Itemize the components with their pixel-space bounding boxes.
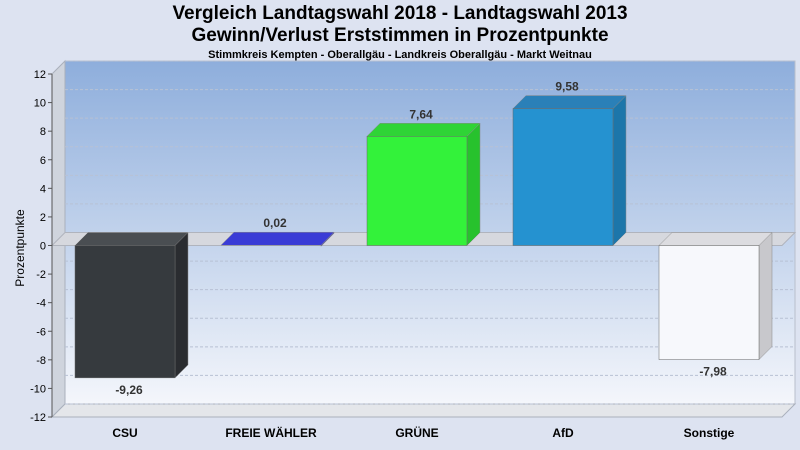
- y-tick-label: -12: [30, 412, 46, 424]
- bar-top: [512, 95, 627, 109]
- y-tick-label: 4: [40, 183, 46, 195]
- plot-floor: [50, 403, 797, 418]
- bar-top: [658, 232, 773, 246]
- bar: [658, 245, 760, 360]
- y-tick-label: 6: [40, 155, 46, 167]
- chart-title-block: Vergleich Landtagswahl 2018 - Landtagswa…: [0, 3, 800, 61]
- y-tick-label: 10: [34, 98, 46, 110]
- bar-top: [74, 232, 189, 246]
- x-tick-label: GRÜNE: [395, 425, 438, 440]
- bar-top: [220, 231, 335, 246]
- bar-value-label: 7,64: [409, 107, 433, 121]
- bar: [74, 245, 176, 379]
- bar-top: [366, 123, 481, 137]
- y-tick-label: -6: [36, 326, 46, 338]
- bar-value-label: -9,26: [115, 383, 143, 397]
- bar-side: [612, 94, 627, 247]
- y-tick-label: -10: [30, 383, 46, 395]
- y-tick-label: -2: [36, 269, 46, 281]
- y-tick-label: 0: [40, 241, 46, 253]
- y-tick-label: -8: [36, 355, 46, 367]
- y-tick-label: 12: [34, 69, 46, 81]
- bar-value-label: -7,98: [699, 365, 727, 379]
- x-tick-label: FREIE WÄHLER: [225, 425, 317, 440]
- y-tick-label: 2: [40, 212, 46, 224]
- bar-side: [758, 231, 773, 361]
- bar-value-label: 9,58: [555, 80, 579, 94]
- bar-side: [466, 122, 481, 247]
- x-tick-label: Sonstige: [684, 426, 735, 440]
- chart-title-line2: Gewinn/Verlust Erststimmen in Prozentpun…: [191, 25, 609, 46]
- y-tick-label: -4: [36, 298, 46, 310]
- y-tick-label: 8: [40, 126, 46, 138]
- chart-title: Vergleich Landtagswahl 2018 - Landtagswa…: [172, 3, 628, 24]
- bar: [366, 136, 468, 246]
- bar: [512, 108, 614, 246]
- x-tick-label: CSU: [112, 426, 137, 440]
- x-tick-label: AfD: [552, 426, 574, 440]
- chart-subtitle: Stimmkreis Kempten - Oberallgäu - Landkr…: [208, 49, 592, 61]
- bar-value-label: 0,02: [263, 216, 287, 230]
- bar-side: [174, 231, 189, 379]
